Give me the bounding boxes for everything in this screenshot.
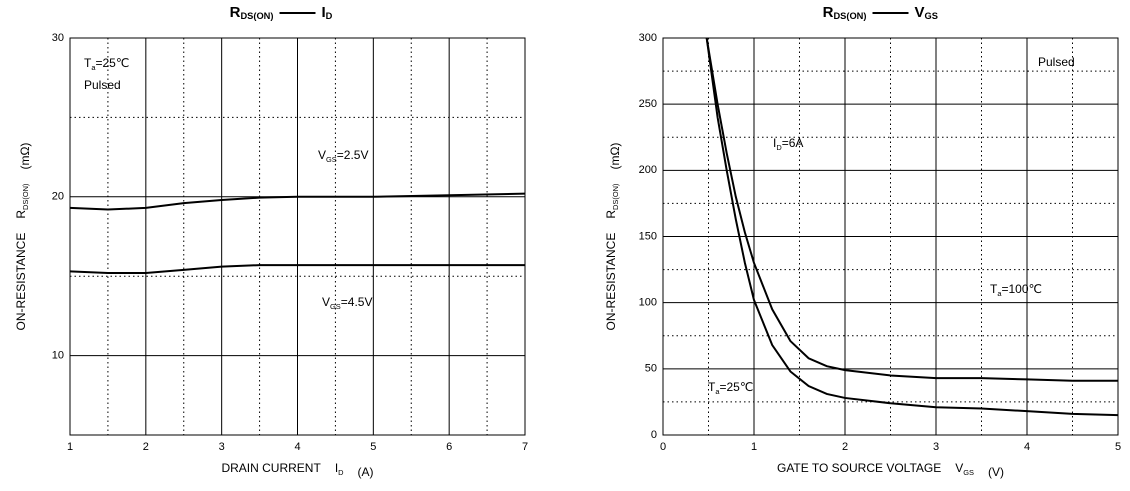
- subscript: GS: [925, 11, 938, 21]
- text-part: I: [335, 461, 338, 475]
- text-part: (V): [988, 465, 1004, 479]
- series-label: Ta=100℃: [990, 282, 1042, 298]
- text-part: I: [322, 4, 326, 21]
- line-series: [70, 264, 525, 275]
- y-tick-label: 20: [52, 191, 64, 203]
- text-part: T: [990, 282, 998, 296]
- x-tick-label: 2: [143, 441, 149, 453]
- x-tick-label: 3: [933, 441, 939, 453]
- y-tick-label: 300: [639, 32, 657, 44]
- x-tick-label: 0: [660, 441, 666, 453]
- chart-title: RDS(ON): [823, 4, 867, 21]
- series-label: VGS=4.5V: [322, 295, 372, 311]
- text-part: V: [915, 4, 925, 21]
- x-tick-label: 1: [67, 441, 73, 453]
- subscript: a: [997, 289, 1002, 298]
- y-axis-label: ON-RESISTANCE RDS(ON) (mΩ): [14, 143, 32, 331]
- subscript: GS: [963, 468, 974, 477]
- plot-frame: [662, 37, 1119, 436]
- text-part: T: [84, 56, 92, 70]
- text-part: V: [955, 461, 963, 475]
- y-tick-label: 30: [52, 32, 64, 44]
- y-tick-label: 50: [645, 363, 657, 375]
- text-part: (mΩ): [608, 143, 622, 170]
- text-part: =2.5V: [337, 148, 369, 162]
- line-series: [705, 38, 1118, 417]
- x-tick-label: 2: [842, 441, 848, 453]
- text-part: V: [322, 295, 330, 309]
- y-tick-label: 250: [639, 98, 657, 110]
- series-label: Ta=25℃: [708, 380, 753, 396]
- text-part: R: [604, 210, 618, 219]
- x-axis-label: DRAIN CURRENT ID (A): [221, 461, 373, 479]
- x-tick-label: 4: [1024, 441, 1030, 453]
- text-part: R: [230, 4, 241, 21]
- subscript: a: [91, 63, 96, 72]
- x-tick-label: 1: [751, 441, 757, 453]
- x-tick-label: 5: [1115, 441, 1121, 453]
- text-part: =25℃: [95, 56, 129, 70]
- subscript: GS: [330, 302, 341, 311]
- plot-frame: [69, 37, 526, 436]
- text-part: Pulsed: [84, 78, 121, 92]
- subscript: DS(ON): [21, 183, 30, 210]
- y-tick-label: 200: [639, 164, 657, 176]
- subscript: DS(ON): [833, 11, 866, 21]
- text-part: =25℃: [719, 380, 753, 394]
- line-series: [705, 38, 1118, 382]
- text-part: V: [318, 148, 326, 162]
- text-part: Pulsed: [1038, 55, 1075, 69]
- text-part: =100℃: [1001, 282, 1042, 296]
- x-tick-label: 5: [370, 441, 376, 453]
- text-part: R: [823, 4, 834, 21]
- chart-title: RDS(ON): [230, 4, 274, 21]
- text-part: DRAIN CURRENT: [221, 461, 321, 475]
- y-axis-label: ON-RESISTANCE RDS(ON) (mΩ): [604, 143, 622, 331]
- chart-title: VGS: [915, 4, 938, 21]
- annotation: Ta=25℃: [84, 56, 129, 72]
- text-part: I: [773, 136, 776, 150]
- subscript: D: [338, 468, 344, 477]
- y-tick-label: 0: [651, 429, 657, 441]
- x-axis-label: GATE TO SOURCE VOLTAGE VGS (V): [777, 461, 1004, 479]
- subscript: GS: [326, 155, 337, 164]
- subscript: D: [776, 143, 782, 152]
- text-part: =4.5V: [341, 295, 373, 309]
- y-tick-label: 150: [639, 230, 657, 242]
- text-part: ON-RESISTANCE: [14, 233, 28, 331]
- annotation: Pulsed: [84, 78, 121, 92]
- text-part: =6A: [782, 136, 804, 150]
- x-tick-label: 7: [522, 441, 528, 453]
- subscript: DS(ON): [611, 183, 620, 210]
- text-part: GATE TO SOURCE VOLTAGE: [777, 461, 941, 475]
- chart-title: ID: [322, 4, 333, 21]
- text-part: (mΩ): [18, 143, 32, 170]
- subscript: D: [326, 11, 333, 21]
- y-tick-label: 100: [639, 297, 657, 309]
- annotation: ID=6A: [773, 136, 803, 152]
- x-tick-label: 3: [219, 441, 225, 453]
- x-tick-label: 4: [294, 441, 300, 453]
- x-tick-label: 6: [446, 441, 452, 453]
- text-part: T: [708, 380, 716, 394]
- text-part: R: [14, 210, 28, 219]
- text-part: (A): [358, 465, 374, 479]
- annotation: Pulsed: [1038, 55, 1075, 69]
- text-part: ON-RESISTANCE: [604, 233, 618, 331]
- subscript: a: [715, 387, 720, 396]
- subscript: DS(ON): [240, 11, 273, 21]
- y-tick-label: 10: [52, 350, 64, 362]
- series-label: VGS=2.5V: [318, 148, 368, 164]
- line-series: [70, 192, 525, 211]
